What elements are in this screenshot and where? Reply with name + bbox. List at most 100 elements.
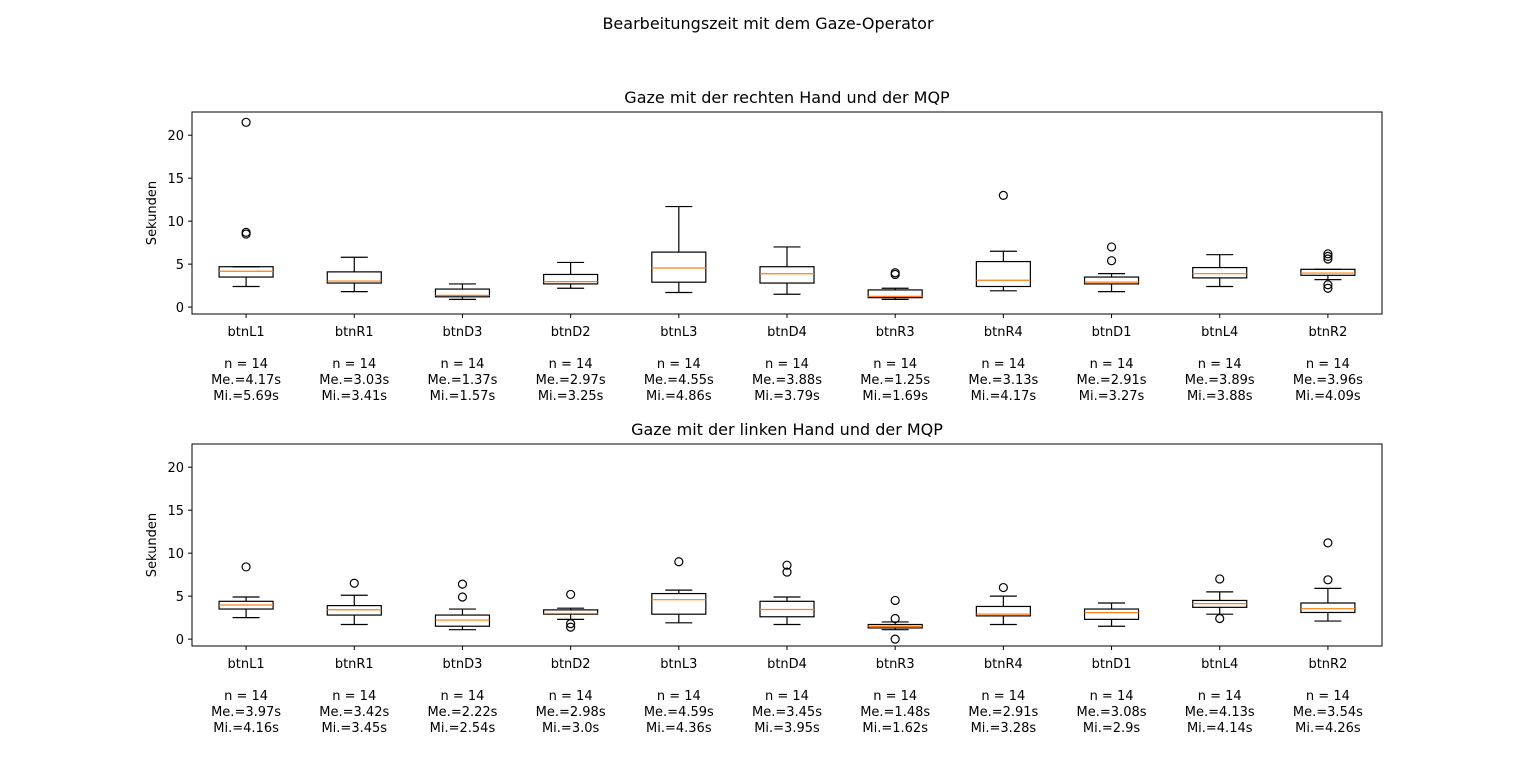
box xyxy=(975,605,1031,617)
stat-label: n = 14 xyxy=(873,357,917,372)
x-tick-label: btnL1 xyxy=(228,325,265,340)
stat-label: Me.=3.88s xyxy=(752,373,822,388)
box xyxy=(651,592,707,615)
box xyxy=(326,604,382,616)
x-tick-label: btnD4 xyxy=(767,325,807,340)
stat-label: Me.=3.54s xyxy=(1293,705,1363,720)
stat-label: Mi.=1.57s xyxy=(430,389,496,404)
stat-label: n = 14 xyxy=(1306,689,1350,704)
outlier-point xyxy=(1215,574,1225,584)
x-tick-label: btnR1 xyxy=(335,325,374,340)
stat-label: Me.=2.97s xyxy=(536,373,606,388)
x-tick-label: btnD1 xyxy=(1092,325,1132,340)
y-tick-label: 20 xyxy=(167,461,184,476)
outlier-point xyxy=(1323,575,1333,585)
stat-label: Me.=3.96s xyxy=(1293,373,1363,388)
outlier-point xyxy=(1106,256,1117,266)
stat-label: n = 14 xyxy=(1090,357,1134,372)
outlier-point xyxy=(241,117,251,127)
stat-label: Me.=3.89s xyxy=(1185,373,1255,388)
stat-label: Mi.=4.14s xyxy=(1187,721,1253,736)
stat-label: Me.=1.25s xyxy=(860,373,930,388)
stat-label: Mi.=4.36s xyxy=(646,721,712,736)
stat-label: Me.=4.59s xyxy=(644,705,714,720)
stat-label: Me.=3.08s xyxy=(1077,705,1147,720)
stat-label: Mi.=3.79s xyxy=(754,389,820,404)
x-tick-label: btnD2 xyxy=(551,657,591,672)
stat-label: Me.=3.97s xyxy=(211,705,281,720)
figure-title: Bearbeitungszeit mit dem Gaze-Operator xyxy=(602,14,934,33)
outlier-point xyxy=(782,567,792,577)
stat-label: Mi.=2.9s xyxy=(1083,721,1141,736)
stat-label: n = 14 xyxy=(1198,357,1242,372)
box xyxy=(218,266,274,278)
stat-label: Mi.=4.09s xyxy=(1295,389,1361,404)
stat-label: Me.=2.91s xyxy=(1077,373,1147,388)
stat-label: n = 14 xyxy=(224,357,268,372)
outlier-point xyxy=(674,557,684,567)
y-tick-label: 0 xyxy=(176,633,184,648)
stat-label: n = 14 xyxy=(1090,689,1134,704)
stat-label: Me.=3.03s xyxy=(319,373,389,388)
outlier-point xyxy=(890,613,900,624)
x-tick-label: btnD4 xyxy=(767,657,807,672)
boxplot-panel-2: Gaze mit der linken Hand und der MQP Seku… xyxy=(145,420,1383,736)
outlier-point xyxy=(566,619,576,629)
stat-label: n = 14 xyxy=(765,357,809,372)
box xyxy=(651,251,707,283)
stat-label: Mi.=5.69s xyxy=(213,389,279,404)
x-tick-label: btnR1 xyxy=(335,657,374,672)
stat-label: n = 14 xyxy=(440,689,484,704)
outlier-point xyxy=(241,227,251,237)
plot-area xyxy=(191,443,1383,647)
stat-label: Me.=4.55s xyxy=(644,373,714,388)
box xyxy=(1083,276,1140,285)
outlier-point xyxy=(998,190,1008,200)
stat-label: n = 14 xyxy=(1198,689,1242,704)
y-axis-label: Sekunden xyxy=(145,181,160,245)
outlier-point xyxy=(1215,613,1225,624)
stat-label: Me.=4.13s xyxy=(1185,705,1255,720)
stat-label: Mi.=3.88s xyxy=(1187,389,1253,404)
stat-label: n = 14 xyxy=(1306,357,1350,372)
outlier-point xyxy=(457,579,468,589)
y-tick-label: 5 xyxy=(176,590,184,605)
stat-label: n = 14 xyxy=(549,357,593,372)
stat-label: Mi.=3.95s xyxy=(754,721,820,736)
x-tick-label: btnL3 xyxy=(660,325,697,340)
x-tick-label: btnD3 xyxy=(443,325,483,340)
outlier-point xyxy=(890,595,900,606)
box xyxy=(434,288,491,298)
outlier-point xyxy=(566,622,576,632)
outlier-point xyxy=(1323,283,1333,293)
x-tick-label: btnR4 xyxy=(984,657,1023,672)
outlier-point xyxy=(782,560,792,570)
outlier-point xyxy=(1323,251,1333,262)
stat-label: n = 14 xyxy=(765,689,809,704)
x-tick-label: btnD1 xyxy=(1092,657,1132,672)
y-tick-label: 10 xyxy=(167,547,184,562)
box xyxy=(1300,602,1356,614)
y-axis-label: Sekunden xyxy=(145,513,160,577)
x-tick-label: btnD2 xyxy=(551,325,591,340)
stat-label: n = 14 xyxy=(332,357,376,372)
boxplot-panel-1: Gaze mit der rechten Hand und der MQP Sek… xyxy=(145,88,1383,404)
stat-label: Me.=1.48s xyxy=(860,705,930,720)
stat-label: n = 14 xyxy=(224,689,268,704)
stat-label: Mi.=4.17s xyxy=(971,389,1037,404)
x-tick-label: btnR4 xyxy=(984,325,1023,340)
outlier-point xyxy=(566,589,576,600)
outlier-point xyxy=(457,592,468,602)
stat-label: n = 14 xyxy=(981,357,1025,372)
box xyxy=(975,260,1031,288)
stat-label: n = 14 xyxy=(657,689,701,704)
box xyxy=(1300,268,1356,276)
outlier-point xyxy=(998,582,1008,593)
outlier-point xyxy=(1106,242,1117,252)
y-tick-label: 15 xyxy=(167,172,184,187)
panel-title: Gaze mit der linken Hand und der MQP xyxy=(631,420,943,439)
outlier-point xyxy=(241,562,251,572)
outlier-point xyxy=(1323,249,1333,259)
x-tick-label: btnR2 xyxy=(1308,325,1347,340)
